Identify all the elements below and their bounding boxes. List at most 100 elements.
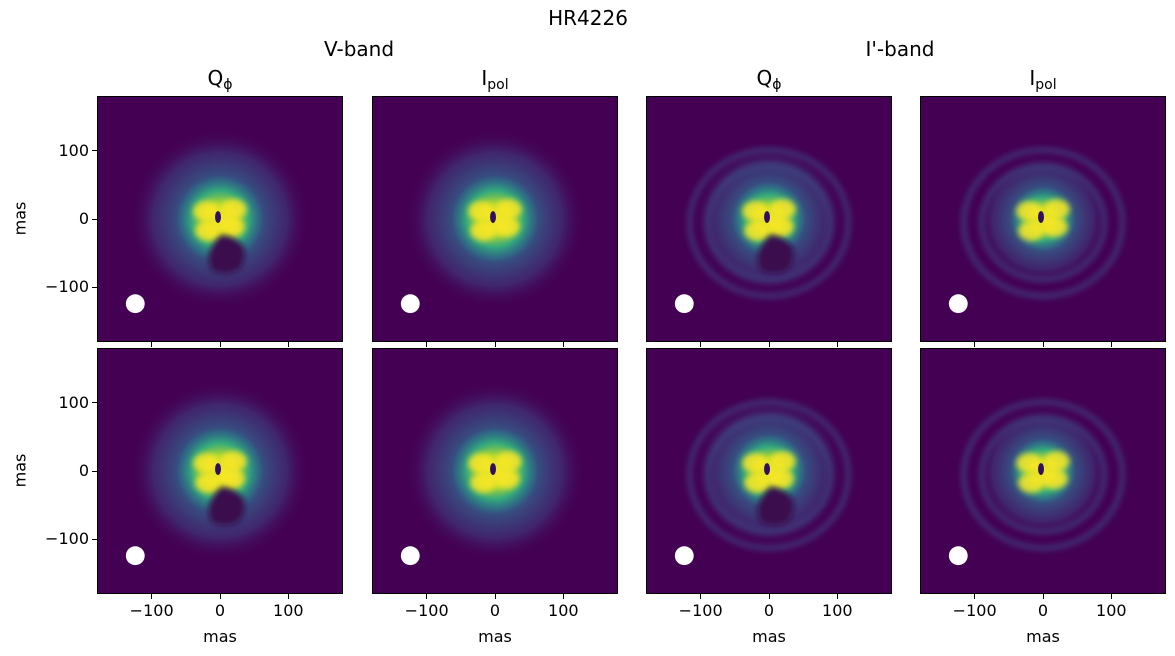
y-tick-mark	[92, 470, 97, 472]
panel-title-quantity: I	[1029, 66, 1036, 90]
x-axis-label: mas	[478, 627, 512, 646]
disk-lobe-2	[220, 199, 247, 219]
x-tick-mark	[700, 342, 702, 347]
x-tick-mark	[287, 594, 289, 599]
panel-title-subscript: ϕ	[223, 77, 233, 93]
x-tick-label: 100	[1096, 601, 1127, 620]
disk-lobe-4	[219, 469, 245, 489]
x-tick-mark	[836, 594, 838, 599]
x-tick-label: −100	[404, 601, 449, 620]
heatmap-image	[647, 349, 891, 593]
central-dark-spot	[1038, 211, 1044, 223]
y-tick-label: 100	[58, 140, 89, 160]
x-tick-label: 0	[763, 601, 775, 620]
x-tick-mark	[768, 594, 770, 599]
y-tick-label: 0	[78, 461, 89, 480]
x-tick-mark	[974, 594, 976, 599]
heatmap-image	[921, 349, 1165, 593]
panel-title-2: Ipol	[435, 66, 555, 93]
disk-lobe-1	[468, 453, 495, 473]
disk-lobe-3	[470, 220, 496, 241]
y-tick-mark	[92, 286, 97, 288]
x-axis-label: mas	[203, 627, 237, 646]
band-title-i: I'-band	[865, 37, 935, 61]
heatmap-image	[373, 349, 617, 593]
x-tick-mark	[700, 594, 702, 599]
x-tick-mark	[836, 342, 838, 347]
x-tick-label: 100	[273, 601, 304, 620]
central-dark-spot	[490, 211, 496, 223]
x-tick-mark	[1042, 594, 1044, 599]
disk-lobe-2	[1043, 199, 1070, 219]
heatmap-panel-r1-c2	[372, 96, 618, 342]
y-tick-mark	[92, 538, 97, 540]
disk-lobe-1	[1016, 201, 1043, 221]
central-dark-spot	[215, 463, 221, 475]
x-tick-mark	[426, 342, 428, 347]
x-tick-label: 0	[1037, 601, 1049, 620]
disk-lobe-1	[468, 201, 495, 221]
x-tick-label: −100	[129, 601, 174, 620]
disk-ring-2	[961, 399, 1125, 551]
y-tick-label: −100	[45, 277, 89, 297]
heatmap-panel-r1-c4	[920, 96, 1166, 342]
central-dark-spot	[764, 211, 770, 223]
disk-lobe-4	[494, 217, 520, 237]
disk-lobe-1	[742, 201, 769, 221]
x-tick-mark	[494, 594, 496, 599]
disk-lobe-3	[1018, 220, 1044, 241]
disk-ring-1	[705, 163, 833, 283]
shadow-region	[757, 486, 794, 526]
y-axis-label: mas	[10, 201, 30, 236]
disk-lobe-3	[470, 472, 496, 493]
heatmap-panel-r2-c1	[97, 348, 343, 594]
x-tick-mark	[426, 594, 428, 599]
panel-title-3: Qϕ	[709, 66, 829, 93]
panel-title-quantity: Q	[207, 66, 224, 90]
disk-lobe-1	[193, 453, 220, 473]
disk-ring-2	[961, 147, 1125, 299]
x-tick-mark	[974, 342, 976, 347]
x-tick-mark	[151, 594, 153, 599]
panel-title-quantity: I	[481, 66, 488, 90]
heatmap-image	[647, 97, 891, 341]
disk-lobe-1	[193, 201, 220, 221]
heatmap-image	[373, 97, 617, 341]
beam-marker	[125, 546, 145, 566]
x-tick-label: 100	[822, 601, 853, 620]
disk-lobe-4	[1042, 469, 1068, 489]
panel-title-subscript: pol	[487, 77, 509, 93]
x-axis-label: mas	[752, 627, 786, 646]
figure-title: HR4226	[548, 6, 628, 30]
disk-lobe-3	[195, 472, 221, 493]
disk-lobe-4	[1042, 217, 1068, 237]
x-axis-label: mas	[1026, 627, 1060, 646]
shadow-region	[757, 234, 794, 274]
disk-lobe-2	[769, 451, 796, 471]
disk-ring-1	[705, 415, 833, 535]
shadow-region	[208, 234, 245, 274]
y-tick-mark	[92, 150, 97, 152]
y-tick-label: 100	[58, 392, 89, 412]
central-dark-spot	[764, 463, 770, 475]
y-tick-label: 0	[78, 209, 89, 228]
beam-marker	[948, 546, 968, 566]
central-dark-spot	[490, 463, 496, 475]
x-tick-label: 0	[214, 601, 226, 620]
shadow-region	[208, 486, 245, 526]
beam-marker	[125, 294, 145, 314]
panel-title-4: Ipol	[983, 66, 1103, 93]
disk-lobe-1	[742, 453, 769, 473]
disk-lobe-3	[744, 472, 770, 493]
disk-lobe-1	[1016, 453, 1043, 473]
disk-lobe-2	[495, 199, 522, 219]
panel-title-quantity: Q	[756, 66, 773, 90]
disk-ring-1	[979, 163, 1107, 283]
x-tick-mark	[151, 342, 153, 347]
central-dark-spot	[215, 211, 221, 223]
y-tick-label: −100	[45, 529, 89, 549]
x-tick-mark	[219, 342, 221, 347]
heatmap-panel-r1-c3	[646, 96, 892, 342]
x-tick-mark	[1110, 342, 1112, 347]
x-tick-label: −100	[678, 601, 723, 620]
